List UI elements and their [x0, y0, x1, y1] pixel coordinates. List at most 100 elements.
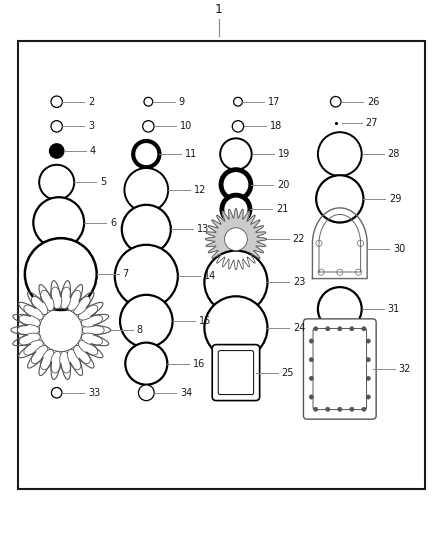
Ellipse shape: [122, 205, 171, 254]
Ellipse shape: [220, 139, 252, 170]
Circle shape: [355, 269, 361, 275]
Ellipse shape: [225, 228, 247, 251]
Circle shape: [337, 269, 343, 275]
Ellipse shape: [81, 315, 102, 327]
Ellipse shape: [205, 296, 268, 359]
Ellipse shape: [138, 385, 154, 401]
Text: 14: 14: [204, 271, 216, 281]
Text: 24: 24: [293, 323, 306, 333]
Text: 17: 17: [268, 96, 281, 107]
Text: 9: 9: [179, 96, 185, 107]
Ellipse shape: [31, 296, 48, 314]
Text: 11: 11: [185, 149, 198, 159]
Text: 25: 25: [282, 368, 294, 377]
Ellipse shape: [125, 343, 167, 385]
Text: 3: 3: [88, 122, 95, 131]
Circle shape: [325, 327, 330, 331]
Text: 30: 30: [393, 245, 406, 254]
Circle shape: [309, 395, 314, 399]
Text: 31: 31: [388, 304, 400, 314]
Ellipse shape: [49, 144, 64, 158]
Ellipse shape: [41, 290, 54, 311]
Ellipse shape: [31, 345, 48, 364]
Text: 22: 22: [293, 234, 305, 244]
Text: 23: 23: [293, 277, 306, 287]
Text: 28: 28: [388, 149, 400, 159]
Ellipse shape: [124, 168, 168, 212]
Ellipse shape: [33, 197, 84, 248]
Ellipse shape: [67, 349, 81, 370]
Ellipse shape: [19, 333, 40, 345]
Text: 19: 19: [278, 149, 290, 159]
Polygon shape: [205, 208, 267, 270]
Text: 6: 6: [110, 217, 116, 228]
Ellipse shape: [120, 295, 173, 348]
Text: 33: 33: [88, 387, 100, 398]
Ellipse shape: [60, 287, 71, 309]
Ellipse shape: [233, 98, 242, 106]
Ellipse shape: [41, 349, 54, 370]
Ellipse shape: [67, 290, 81, 311]
Text: 16: 16: [193, 359, 205, 369]
Text: 34: 34: [180, 387, 192, 398]
Ellipse shape: [51, 387, 62, 398]
Circle shape: [362, 327, 366, 331]
Ellipse shape: [50, 351, 62, 373]
Circle shape: [309, 376, 314, 381]
Text: 12: 12: [194, 185, 207, 195]
Text: 13: 13: [197, 224, 209, 235]
Text: 29: 29: [389, 194, 402, 204]
Ellipse shape: [222, 195, 250, 223]
Circle shape: [357, 240, 364, 246]
Circle shape: [316, 240, 322, 246]
Text: 27: 27: [366, 118, 378, 128]
Ellipse shape: [51, 96, 62, 108]
Text: 18: 18: [270, 122, 282, 131]
Text: 26: 26: [367, 96, 379, 107]
Text: 15: 15: [198, 316, 211, 326]
Text: 8: 8: [137, 325, 143, 335]
FancyBboxPatch shape: [304, 319, 376, 419]
Text: 10: 10: [180, 122, 192, 131]
Ellipse shape: [24, 340, 43, 355]
Circle shape: [362, 407, 366, 411]
Circle shape: [325, 407, 330, 411]
Text: 2: 2: [88, 96, 95, 107]
Ellipse shape: [318, 132, 362, 176]
Ellipse shape: [18, 325, 39, 336]
Circle shape: [309, 339, 314, 343]
Ellipse shape: [19, 315, 40, 327]
Text: 1: 1: [215, 3, 223, 17]
Ellipse shape: [50, 287, 62, 309]
Circle shape: [338, 327, 342, 331]
Circle shape: [366, 358, 371, 362]
Ellipse shape: [81, 333, 102, 345]
Circle shape: [318, 269, 324, 275]
Circle shape: [366, 339, 371, 343]
Ellipse shape: [330, 96, 341, 107]
Text: 21: 21: [276, 204, 288, 214]
Bar: [18, 41, 425, 489]
Ellipse shape: [39, 165, 74, 200]
Text: 4: 4: [90, 146, 96, 156]
Text: 7: 7: [123, 269, 129, 279]
Ellipse shape: [51, 120, 62, 132]
Circle shape: [366, 395, 371, 399]
Ellipse shape: [144, 98, 153, 106]
Text: 20: 20: [277, 180, 289, 190]
Circle shape: [314, 327, 318, 331]
Text: 5: 5: [100, 177, 106, 187]
Circle shape: [350, 407, 354, 411]
Ellipse shape: [221, 169, 251, 199]
Circle shape: [338, 407, 342, 411]
Circle shape: [314, 407, 318, 411]
FancyBboxPatch shape: [313, 328, 367, 409]
Text: 32: 32: [399, 364, 411, 374]
Ellipse shape: [74, 345, 90, 364]
Ellipse shape: [318, 287, 362, 331]
Ellipse shape: [24, 305, 43, 320]
Ellipse shape: [115, 245, 178, 308]
Circle shape: [350, 327, 354, 331]
FancyBboxPatch shape: [212, 345, 260, 401]
Ellipse shape: [316, 175, 364, 223]
